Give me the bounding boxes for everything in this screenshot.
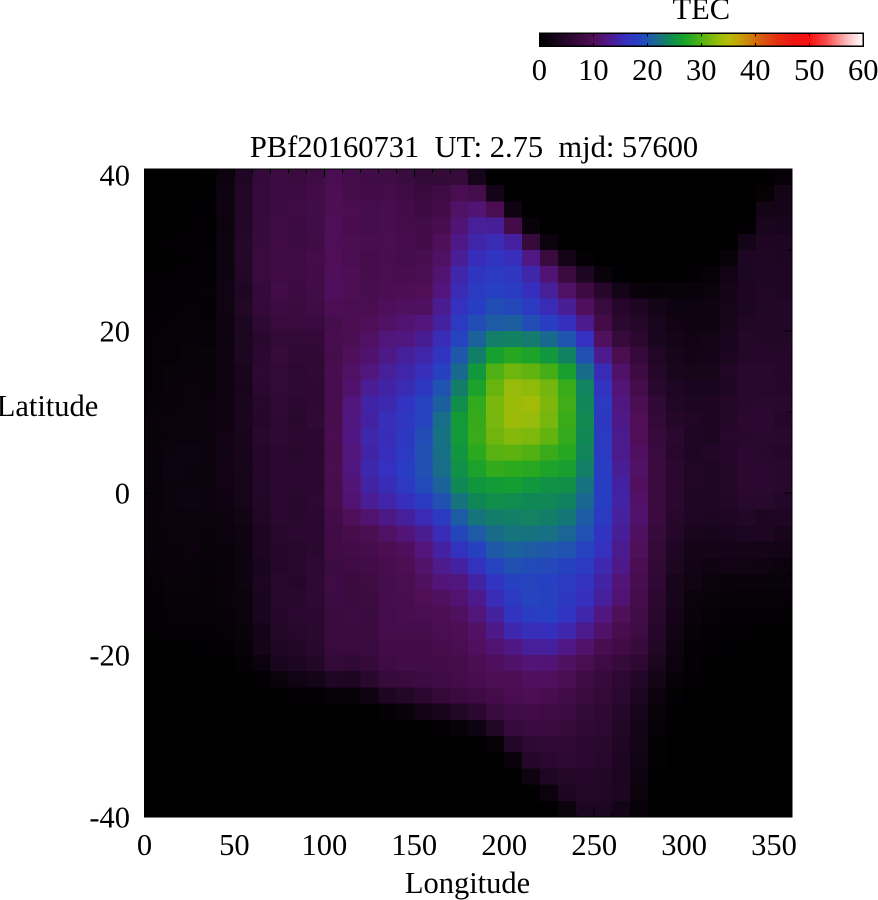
- svg-text:50: 50: [219, 828, 250, 862]
- svg-text:-40: -40: [89, 801, 130, 835]
- svg-text:-20: -20: [89, 639, 130, 673]
- svg-text:200: 200: [481, 828, 527, 862]
- svg-text:40: 40: [740, 53, 771, 87]
- svg-text:60: 60: [848, 53, 878, 87]
- svg-text:TEC: TEC: [672, 0, 730, 26]
- svg-text:30: 30: [686, 53, 717, 87]
- svg-text:0: 0: [115, 477, 130, 511]
- svg-text:150: 150: [391, 828, 437, 862]
- svg-text:20: 20: [100, 315, 131, 349]
- svg-text:0: 0: [137, 828, 152, 862]
- svg-text:PBf20160731 UT: 2.75 mjd: 57: PBf20160731 UT: 2.75 mjd: 57600: [250, 130, 698, 164]
- svg-text:100: 100: [302, 828, 348, 862]
- svg-text:40: 40: [100, 159, 131, 193]
- svg-text:0: 0: [532, 53, 547, 87]
- svg-text:20: 20: [632, 53, 663, 87]
- svg-text:250: 250: [571, 828, 617, 862]
- svg-text:10: 10: [578, 53, 609, 87]
- svg-text:Longitude: Longitude: [405, 866, 530, 900]
- svg-text:350: 350: [751, 828, 797, 862]
- svg-text:50: 50: [794, 53, 825, 87]
- svg-text:Latitude: Latitude: [0, 389, 98, 423]
- svg-text:300: 300: [661, 828, 707, 862]
